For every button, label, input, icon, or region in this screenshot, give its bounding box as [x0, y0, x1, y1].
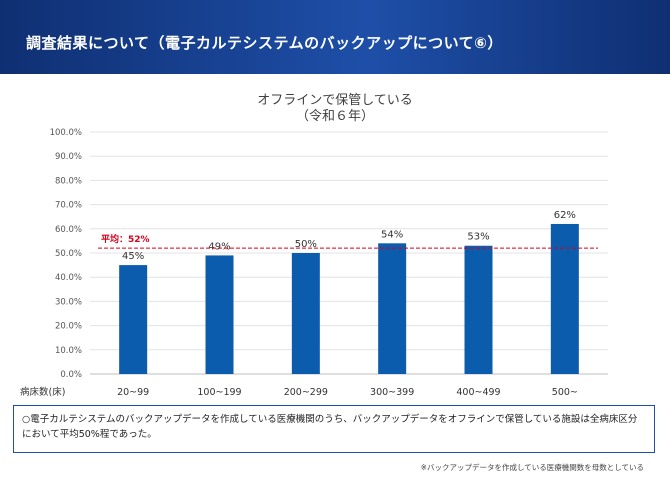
summary-note-text: ○電子カルテシステムのバックアップデータを作成している医療機関のうち、バックアッ… [22, 414, 638, 440]
y-tick-label: 80.0% [55, 176, 82, 186]
bar-value-label: 45% [122, 251, 144, 262]
y-tick-label: 70.0% [55, 201, 82, 211]
x-category-label: 100~199 [197, 387, 241, 398]
bar-value-label: 53% [467, 232, 489, 243]
y-tick-label: 60.0% [55, 225, 82, 235]
x-category-label: 400~499 [456, 387, 500, 398]
bar [119, 265, 148, 374]
bar [291, 253, 320, 374]
chart-title: オフラインで保管している [257, 93, 413, 108]
bar-value-label: 62% [554, 210, 576, 221]
x-category-label: 200~299 [284, 387, 328, 398]
x-category-label: 300~399 [370, 387, 414, 398]
bar-value-label: 54% [381, 229, 403, 240]
y-tick-label: 20.0% [55, 322, 82, 332]
page-title: 調査結果について（電子カルテシステムのバックアップについて⑥） [26, 34, 503, 52]
y-tick-label: 40.0% [55, 273, 82, 283]
x-category-label: 20~99 [117, 387, 149, 398]
bar-value-label: 49% [208, 241, 230, 252]
bar [378, 243, 407, 374]
bar-chart: 0.0% 10.0% 20.0% 30.0% 40.0% 50.0% 60.0% 70.0% 8… [20, 128, 608, 398]
average-label: 平均：52% [101, 233, 150, 245]
bar [550, 223, 579, 374]
bar [464, 245, 493, 374]
y-tick-label: 90.0% [55, 152, 82, 162]
y-tick-label: 0.0% [60, 370, 82, 380]
x-category-label: 500~ [552, 387, 578, 398]
bar-value-label: 50% [295, 239, 317, 250]
footnote: ※バックアップデータを作成している医療機関数を母数としている [420, 463, 644, 472]
y-tick-label: 50.0% [55, 249, 82, 259]
summary-note: ○電子カルテシステムのバックアップデータを作成している医療機関のうち、バックアッ… [13, 405, 655, 453]
bar [205, 255, 234, 374]
header-banner: 調査結果について（電子カルテシステムのバックアップについて⑥） [0, 0, 670, 74]
y-tick-label: 30.0% [55, 297, 82, 307]
x-axis-label: 病床数(床) [20, 386, 65, 398]
chart-subtitle: （令和６年） [295, 109, 374, 124]
y-tick-label: 100.0% [50, 128, 82, 138]
y-tick-label: 10.0% [55, 346, 82, 356]
